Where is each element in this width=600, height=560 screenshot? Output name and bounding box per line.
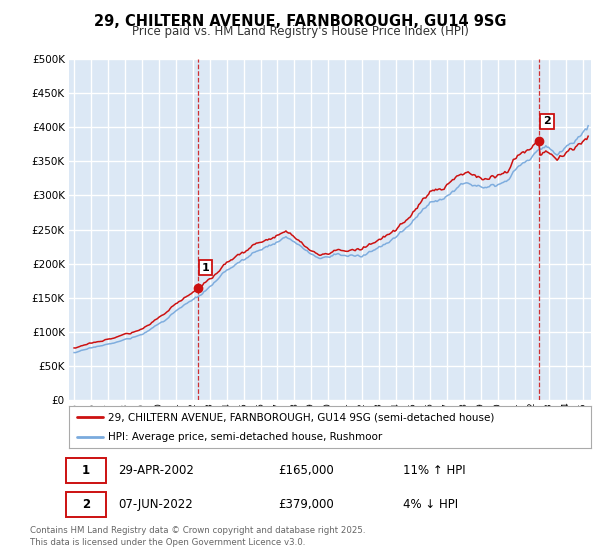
Text: HPI: Average price, semi-detached house, Rushmoor: HPI: Average price, semi-detached house,… xyxy=(108,432,382,442)
Text: Contains HM Land Registry data © Crown copyright and database right 2025.
This d: Contains HM Land Registry data © Crown c… xyxy=(30,526,365,547)
Text: 29-APR-2002: 29-APR-2002 xyxy=(119,464,194,477)
Text: Price paid vs. HM Land Registry's House Price Index (HPI): Price paid vs. HM Land Registry's House … xyxy=(131,25,469,38)
Text: £165,000: £165,000 xyxy=(278,464,334,477)
Text: 4% ↓ HPI: 4% ↓ HPI xyxy=(403,498,458,511)
Text: 1: 1 xyxy=(82,464,90,477)
Text: 2: 2 xyxy=(543,116,551,127)
Text: 29, CHILTERN AVENUE, FARNBOROUGH, GU14 9SG: 29, CHILTERN AVENUE, FARNBOROUGH, GU14 9… xyxy=(94,14,506,29)
Text: 2: 2 xyxy=(82,498,90,511)
FancyBboxPatch shape xyxy=(67,458,106,483)
Text: 11% ↑ HPI: 11% ↑ HPI xyxy=(403,464,466,477)
Text: 1: 1 xyxy=(202,263,209,273)
Text: 07-JUN-2022: 07-JUN-2022 xyxy=(119,498,193,511)
FancyBboxPatch shape xyxy=(67,492,106,517)
Text: 29, CHILTERN AVENUE, FARNBOROUGH, GU14 9SG (semi-detached house): 29, CHILTERN AVENUE, FARNBOROUGH, GU14 9… xyxy=(108,412,494,422)
Text: £379,000: £379,000 xyxy=(278,498,334,511)
